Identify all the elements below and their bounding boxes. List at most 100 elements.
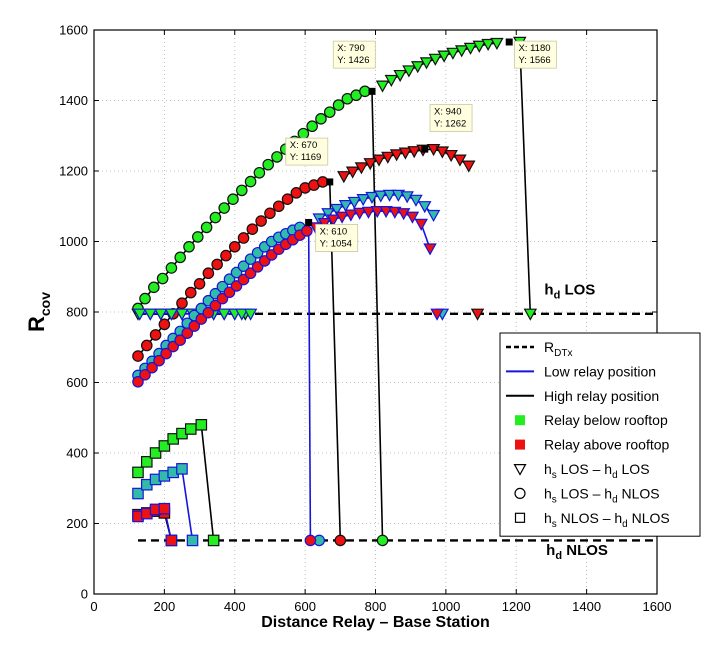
series-9-point-8 <box>217 308 231 321</box>
series-19-point-2 <box>149 447 162 459</box>
series-2-point-10 <box>463 42 478 55</box>
ref-label-main-0: h <box>544 281 553 298</box>
series-1-point-22 <box>323 106 336 118</box>
y-axis-title-sub: cov <box>37 292 53 316</box>
series-18-point-0 <box>235 308 249 321</box>
series-5-point-8 <box>202 267 215 280</box>
series-14-point-24 <box>301 225 313 237</box>
tip-790-line-1: Y: 1426 <box>337 55 369 66</box>
series-5-point-13 <box>246 223 259 235</box>
series-4-point-0 <box>376 534 389 547</box>
series-19-point-6 <box>184 423 197 435</box>
legend-below-rooftop-label-part-0: Relay below rooftop <box>544 412 668 428</box>
series-1-point-11 <box>227 193 239 205</box>
series-5-point-1 <box>140 339 153 352</box>
series-2-point-2 <box>393 69 407 83</box>
series-1-point-9 <box>209 211 222 224</box>
ref-label-tail-0: LOS <box>560 281 595 298</box>
series-2-point-11 <box>472 40 487 53</box>
series-22-point-4 <box>165 534 178 547</box>
series-14-point-0 <box>132 375 144 388</box>
x-tick-label-0: 0 <box>90 599 97 614</box>
legend-los-los-label-part-4: LOS <box>618 461 650 477</box>
tip-610-line-0: X: 610 <box>320 226 347 237</box>
series-6-point-2 <box>354 162 369 175</box>
x-tick-label-1000: 1000 <box>431 599 460 614</box>
legend-los-nlos-label: hs LOS – hd NLOS <box>544 485 660 505</box>
ref-label-main-1: h <box>546 542 555 559</box>
series-15-point-7 <box>370 206 384 219</box>
legend-nlos-nlos-label-part-3: d <box>622 519 628 530</box>
series-15-point-5 <box>352 207 367 220</box>
series-19-point-1 <box>140 456 153 468</box>
tip-940-line-0: X: 940 <box>434 107 461 118</box>
tip-670-line-0: X: 670 <box>290 140 317 151</box>
legend-los-nlos-label-part-3: d <box>612 494 618 505</box>
tip-1180-line-1: Y: 1566 <box>518 55 550 66</box>
series-11-point-8 <box>382 189 397 202</box>
series-1-point-23 <box>332 99 345 111</box>
series-14-point-15 <box>237 273 250 286</box>
series-1-point-6 <box>183 240 195 253</box>
legend-above-rooftop-symbol <box>515 439 525 450</box>
legend-low-relay-label: Low relay position <box>544 363 656 379</box>
legend-below-rooftop-symbol <box>515 415 525 426</box>
series-14-point-12 <box>216 292 229 305</box>
series-9-point-2 <box>154 308 168 321</box>
series-15-point-1 <box>317 217 332 231</box>
series-6-point-4 <box>372 154 386 167</box>
series-6-point-0 <box>337 171 351 184</box>
series-5-point-15 <box>264 207 276 220</box>
datatip-marker-1 <box>305 218 313 226</box>
legend-los-nlos-label-part-1: s <box>552 494 557 505</box>
series-2-point-6 <box>428 53 443 66</box>
series-17-point-0 <box>304 534 317 547</box>
series-11-point-12 <box>418 201 432 214</box>
series-3-point-1 <box>523 308 538 321</box>
series-5-point-2 <box>149 329 162 341</box>
series-5-point-11 <box>228 240 241 253</box>
x-tick-label-600: 600 <box>294 599 316 614</box>
series-14-point-14 <box>230 280 243 292</box>
series-11-point-1 <box>321 208 335 221</box>
series-2-point-9 <box>454 45 469 58</box>
ref-label-1: hd NLOS <box>546 542 608 562</box>
series-15-point-2 <box>326 214 341 227</box>
series-20-point-6 <box>186 534 199 547</box>
series-1-point-16 <box>271 151 283 163</box>
legend-high-relay: High relay position <box>506 388 659 404</box>
series-6-point-14 <box>462 160 476 173</box>
series-14-point-1 <box>139 368 151 381</box>
series-5-point-12 <box>237 232 250 244</box>
legend-below-rooftop-label: Relay below rooftop <box>544 412 668 428</box>
legend-nlos-nlos-symbol <box>514 512 526 523</box>
ref-label-sub-1: d <box>555 550 562 562</box>
series-10-point-15 <box>237 260 250 272</box>
legend-los-nlos-symbol <box>514 487 526 499</box>
legend-rdtx-label-part-0: R <box>544 339 554 355</box>
series-10-point-16 <box>244 253 257 265</box>
series-1-point-14 <box>253 166 266 179</box>
series-2-point-5 <box>419 57 434 70</box>
drop-line-2 <box>371 91 384 541</box>
series-1-point-10 <box>218 202 230 214</box>
legend-high-relay-label: High relay position <box>544 388 659 404</box>
series-2-point-1 <box>384 74 399 88</box>
series-1-point-21 <box>315 113 327 125</box>
series-15-point-13 <box>423 243 437 256</box>
series-2-point-8 <box>446 47 460 60</box>
y-axis-title-main: R <box>24 316 49 332</box>
x-tick-label-1200: 1200 <box>502 599 531 614</box>
ref-label-tail-1: NLOS <box>562 542 608 559</box>
legend-los-los-label-part-0: h <box>544 461 552 477</box>
tip-610-line-1: Y: 1054 <box>320 238 352 249</box>
tip-670-box <box>285 137 329 166</box>
series-5-point-5 <box>176 297 188 309</box>
series-16-point-0 <box>430 308 444 321</box>
series-14-point-4 <box>160 347 172 360</box>
tip-940-line-1: Y: 1262 <box>434 119 466 130</box>
series-6-point-3 <box>363 158 377 171</box>
